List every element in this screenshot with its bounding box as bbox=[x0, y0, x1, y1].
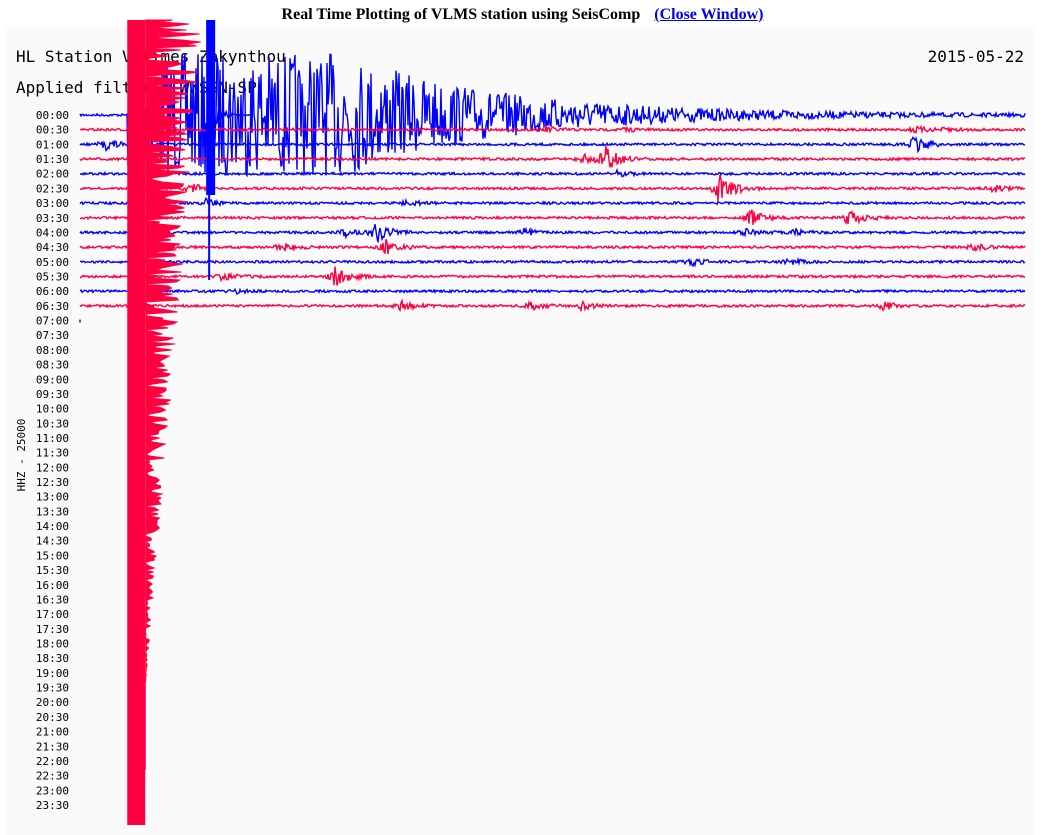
row-time-label: 00:00 bbox=[36, 109, 69, 122]
row-time-label: 12:00 bbox=[36, 461, 69, 474]
row-time-label: 21:30 bbox=[36, 740, 69, 753]
row-time-label: 05:30 bbox=[36, 270, 69, 283]
row-time-label: 18:00 bbox=[36, 638, 69, 651]
row-time-label: 10:30 bbox=[36, 417, 69, 430]
row-time-label: 09:30 bbox=[36, 388, 69, 401]
trace-row-10 bbox=[80, 256, 1026, 268]
row-time-label: 23:00 bbox=[36, 784, 69, 797]
row-time-label: 22:30 bbox=[36, 770, 69, 783]
row-time-label: 12:30 bbox=[36, 476, 69, 489]
row-time-label: 16:00 bbox=[36, 579, 69, 592]
row-time-label: 21:00 bbox=[36, 726, 69, 739]
page-header: Real Time Plotting of VLMS station using… bbox=[0, 6, 1045, 24]
row-time-label: 03:00 bbox=[36, 197, 69, 210]
row-time-label: 17:30 bbox=[36, 623, 69, 636]
row-time-label: 00:30 bbox=[36, 124, 69, 137]
row-time-label: 10:00 bbox=[36, 403, 69, 416]
row-time-label: 07:00 bbox=[36, 315, 69, 328]
trace-row-3 bbox=[79, 145, 1026, 168]
row-time-label: 15:30 bbox=[36, 564, 69, 577]
date-label: 2015-05-22 bbox=[928, 47, 1024, 66]
row-time-label: 11:30 bbox=[36, 447, 69, 460]
row-time-label: 03:30 bbox=[36, 212, 69, 225]
row-time-label: 17:00 bbox=[36, 608, 69, 621]
row-time-label: 23:30 bbox=[36, 799, 69, 812]
trace-row-12 bbox=[79, 287, 1026, 296]
row-time-label: 02:30 bbox=[36, 182, 69, 195]
mainshock-block bbox=[127, 20, 146, 825]
row-time-label: 08:30 bbox=[36, 359, 69, 372]
row-time-label: 07:30 bbox=[36, 329, 69, 342]
trace-row-13 bbox=[79, 298, 1026, 313]
helicorder-panel bbox=[5, 27, 1035, 835]
row-time-label: 19:30 bbox=[36, 682, 69, 695]
row-time-label: 13:30 bbox=[36, 505, 69, 518]
row-time-label: 15:00 bbox=[36, 549, 69, 562]
row-time-label: 14:00 bbox=[36, 520, 69, 533]
trace-row-7 bbox=[79, 209, 1026, 226]
row-time-label: 19:00 bbox=[36, 667, 69, 680]
close-window-link[interactable]: (Close Window) bbox=[654, 6, 764, 23]
row-time-label: 22:00 bbox=[36, 755, 69, 768]
row-time-label: 11:00 bbox=[36, 432, 69, 445]
row-time-label: 20:00 bbox=[36, 696, 69, 709]
row-time-label: 06:30 bbox=[36, 300, 69, 313]
row-time-label: 13:00 bbox=[36, 491, 69, 504]
row-time-label: 04:30 bbox=[36, 241, 69, 254]
row-time-label: 16:30 bbox=[36, 593, 69, 606]
row-time-label: 01:00 bbox=[36, 138, 69, 151]
trace-row-9 bbox=[79, 238, 1026, 255]
blue-spike-coda bbox=[214, 109, 254, 125]
trace-row-2 bbox=[79, 136, 1026, 154]
row-time-label: 09:00 bbox=[36, 373, 69, 386]
mainshock-coda bbox=[143, 19, 201, 771]
y-axis-label: HHZ - 25000 bbox=[15, 419, 28, 492]
trace-row-5 bbox=[79, 174, 1026, 202]
row-time-label: 04:00 bbox=[36, 226, 69, 239]
trace-row-8 bbox=[79, 223, 1026, 243]
row-time-label: 06:00 bbox=[36, 285, 69, 298]
trace-row-11 bbox=[80, 266, 1026, 286]
row-time-label: 02:00 bbox=[36, 168, 69, 181]
row-time-label: 08:00 bbox=[36, 344, 69, 357]
row-time-label: 05:00 bbox=[36, 256, 69, 269]
row-time-label: 20:30 bbox=[36, 711, 69, 724]
row-time-label: 14:30 bbox=[36, 535, 69, 548]
trace-row-6 bbox=[79, 196, 1026, 208]
row-time-label: 01:30 bbox=[36, 153, 69, 166]
trace-row-1 bbox=[79, 124, 1026, 135]
page-title: Real Time Plotting of VLMS station using… bbox=[281, 6, 641, 23]
row-time-label: 18:30 bbox=[36, 652, 69, 665]
trace-row-0 bbox=[79, 53, 1026, 178]
trace-row-4 bbox=[79, 167, 1026, 178]
blue-spike bbox=[206, 20, 216, 195]
